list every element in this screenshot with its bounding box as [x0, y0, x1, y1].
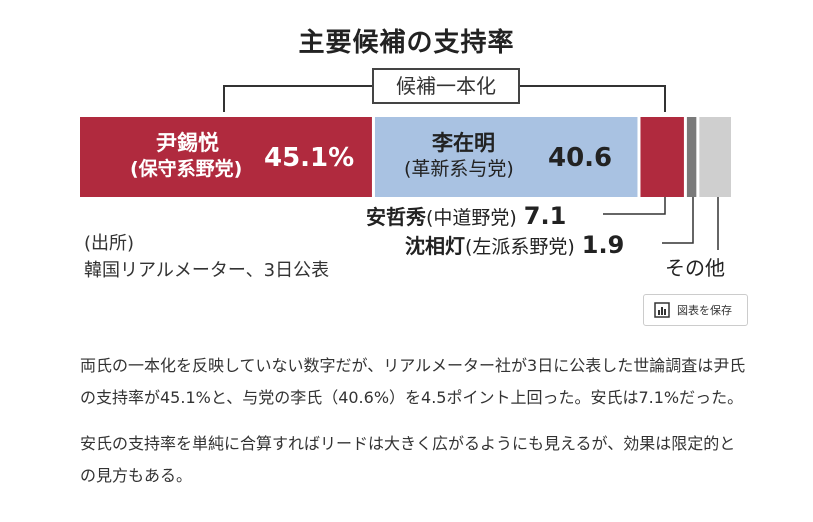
- bar-segment-yoon: [80, 117, 372, 197]
- chart-figure: 主要候補の支持率 候補一本化 尹錫悦 (保守系野党) 45.1% 李在明 (革新…: [80, 28, 748, 326]
- bar-segment-ahn: [640, 117, 684, 197]
- bar-segment-other: [699, 117, 731, 197]
- callout-leader-ahn: [603, 197, 666, 215]
- source-text: 韓国リアルメーター、3日公表: [84, 260, 330, 281]
- value-label-lee: 40.6: [548, 143, 613, 173]
- group-label: 候補一本化: [372, 68, 520, 104]
- segment-label-lee: 李在明 (革新系与党): [404, 130, 514, 182]
- article-paragraph: 安氏の支持率を単純に合算すればリードは大きく広がるようにも見えるが、効果は限定的…: [80, 434, 736, 485]
- value-label-sim: 1.9: [581, 231, 625, 259]
- article-body: 両氏の一本化を反映していない数字だが、リアルメーター社が3日に公表した世論調査は…: [80, 350, 750, 506]
- series-party-ahn: (中道野党): [426, 207, 517, 229]
- save-chart-button[interactable]: 図表を保存: [643, 294, 748, 326]
- series-name-yoon: 尹錫悦: [156, 131, 219, 155]
- article-paragraph: 両氏の一本化を反映していない数字だが、リアルメーター社が3日に公表した世論調査は…: [80, 356, 746, 407]
- bar-chart-icon: [654, 302, 670, 318]
- value-label-ahn: 7.1: [523, 202, 567, 230]
- series-name-ahn: 安哲秀: [366, 205, 426, 229]
- series-name-other: その他: [665, 256, 725, 280]
- callout-ahn: 安哲秀(中道野党) 7.1: [366, 201, 566, 230]
- series-party-sim: (左派系野党): [465, 236, 575, 258]
- callout-sim: 沈相灯(左派系野党) 1.9: [405, 230, 624, 259]
- save-chart-label: 図表を保存: [677, 304, 732, 317]
- series-name-sim: 沈相灯: [405, 234, 465, 258]
- group-bracket: [223, 85, 666, 112]
- series-party-lee: (革新系与党): [404, 158, 514, 180]
- callout-leader-sim: [662, 197, 694, 244]
- value-label-yoon: 45.1%: [264, 143, 355, 173]
- series-name-lee: 李在明: [432, 131, 495, 155]
- source-heading: (出所): [84, 233, 135, 254]
- chart-title: 主要候補の支持率: [298, 28, 515, 58]
- bar-segment-lee: [374, 117, 638, 197]
- stacked-bar-chart: [80, 85, 731, 250]
- bar-segment-sim: [686, 117, 697, 197]
- chart-source: (出所) 韓国リアルメーター、3日公表: [84, 230, 329, 284]
- segment-label-yoon: 尹錫悦 (保守系野党): [130, 130, 242, 182]
- series-party-yoon: (保守系野党): [130, 158, 243, 180]
